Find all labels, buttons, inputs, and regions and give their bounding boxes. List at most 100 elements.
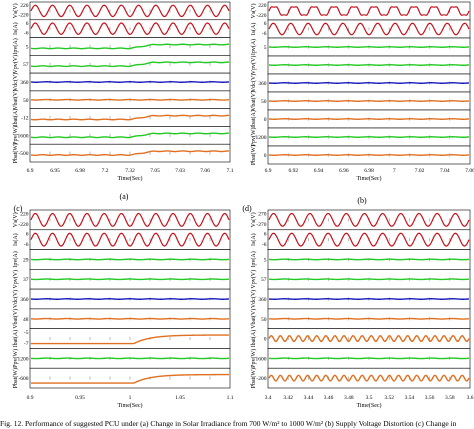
x-tick-label: 6.9 [27, 168, 34, 174]
series-line [268, 357, 470, 360]
y-axis-label: Vpv(V) [250, 270, 257, 289]
y-axis-label: Vpv(V) [12, 55, 19, 74]
y-tick-label: -500 [18, 151, 28, 157]
series-line [268, 374, 470, 382]
series-line [268, 278, 470, 281]
x-tick-label: 3.42 [283, 395, 293, 401]
y-axis-label: Is(A) [12, 22, 19, 35]
y-tick-label: 220 [258, 3, 267, 9]
x-tick-label: 3.4 [265, 395, 272, 401]
y-axis-label: Ibat(A) [250, 110, 257, 128]
y-axis-label: Ppv(W) [250, 349, 257, 368]
series-line [31, 334, 229, 345]
y-tick-label: 6 [26, 21, 29, 27]
y-axis-label: Ipv(A) [250, 251, 257, 267]
x-tick-label: 1.1 [227, 395, 234, 401]
y-tick-label: 6 [26, 231, 29, 237]
series-line [30, 232, 230, 247]
x-tick-label: 7.32 [125, 168, 135, 174]
series-line [268, 22, 470, 36]
y-axis-label: Vdc(V) [250, 290, 257, 308]
series-line [30, 298, 230, 300]
y-tick-label: 5 [26, 44, 29, 50]
series-line [30, 22, 230, 35]
y-axis-label: Vs(V) [250, 212, 257, 227]
y-axis-label: Is(A) [250, 23, 257, 36]
x-tick-label: 3.54 [405, 395, 415, 401]
x-tick-label: 6.98 [75, 168, 85, 174]
x-tick-label: 3.48 [344, 395, 354, 401]
series-line [30, 212, 230, 227]
y-tick-label: 50 [261, 99, 267, 105]
series-line [30, 357, 230, 360]
y-tick-label: 0 [264, 117, 267, 123]
series-line [30, 98, 230, 101]
subfigure-label: (c) [14, 204, 23, 213]
x-tick-label: 3.5 [366, 395, 373, 401]
series-line [268, 82, 470, 84]
y-tick-label: -6 [262, 242, 267, 248]
y-tick-label: -220 [18, 222, 28, 228]
series-line [268, 46, 470, 48]
x-tick-label: 7.06 [465, 168, 474, 174]
series-line [268, 335, 470, 342]
y-axis-label: Is(A) [12, 233, 19, 246]
x-tick-label: 3.44 [304, 395, 314, 401]
x-tick-label: 3.6 [467, 395, 474, 401]
series-line [30, 4, 230, 18]
x-tick-label: 0.95 [75, 395, 85, 401]
y-tick-label: 360 [258, 297, 267, 303]
y-tick-label: 360 [20, 80, 29, 86]
y-axis-label: Pbat(W) [12, 143, 19, 163]
series-line [268, 232, 470, 247]
y-axis-label: Vbat(V) [250, 91, 257, 111]
series-line [268, 136, 470, 138]
y-axis-label: Ppv(W) [250, 128, 257, 147]
x-tick-label: 7.02 [415, 168, 425, 174]
x-tick-label: 6.96 [339, 168, 349, 174]
x-tick-label: 6.95 [50, 168, 60, 174]
series-line [268, 154, 470, 156]
y-tick-label: -6 [24, 30, 29, 36]
y-axis-label: Vdc(V) [250, 74, 257, 92]
y-axis-label: Is(A) [250, 233, 257, 246]
x-tick-label: 6.9 [265, 168, 272, 174]
y-axis-label: Vs(V) [12, 212, 19, 227]
y-axis-label: Vs(V) [12, 3, 19, 18]
y-tick-label: -5 [24, 330, 29, 336]
y-tick-label: -600 [18, 376, 28, 382]
series-line [30, 317, 230, 320]
x-tick-label: 7.04 [440, 168, 450, 174]
y-axis-label: Ipv(A) [12, 251, 19, 267]
y-tick-label: 57 [261, 277, 267, 283]
x-tick-label: 1 [129, 395, 132, 401]
y-tick-label: 220 [20, 3, 29, 9]
y-axis-label: Ibat(A) [12, 109, 19, 127]
y-tick-label: 5 [264, 257, 267, 263]
y-tick-label: -220 [256, 13, 266, 19]
y-tick-label: -12 [21, 116, 29, 122]
series-line [268, 100, 470, 102]
subfigure-label: (d) [242, 204, 252, 213]
series-line [268, 6, 470, 16]
y-tick-label: 5 [264, 45, 267, 51]
y-tick-label: 1600 [18, 133, 29, 139]
x-axis-title: Time(Sec) [356, 402, 381, 409]
y-tick-label: 37 [23, 277, 29, 283]
series-line [268, 317, 470, 320]
x-tick-label: 7.2 [102, 168, 109, 174]
x-tick-label: 6.98 [364, 168, 374, 174]
series-line [268, 118, 470, 120]
y-tick-label: 270 [258, 212, 267, 218]
y-axis-label: Pbat(W) [250, 368, 257, 388]
x-tick-label: 3.58 [445, 395, 455, 401]
x-tick-label: 7.1 [227, 168, 234, 174]
y-tick-label: -200 [256, 376, 266, 382]
y-tick-label: 1200 [256, 135, 267, 141]
y-axis-label: Pbat(W) [12, 368, 19, 388]
x-axis-title: Time(Sec) [117, 402, 142, 409]
y-tick-label: 0 [264, 153, 267, 159]
series-line [30, 150, 230, 157]
